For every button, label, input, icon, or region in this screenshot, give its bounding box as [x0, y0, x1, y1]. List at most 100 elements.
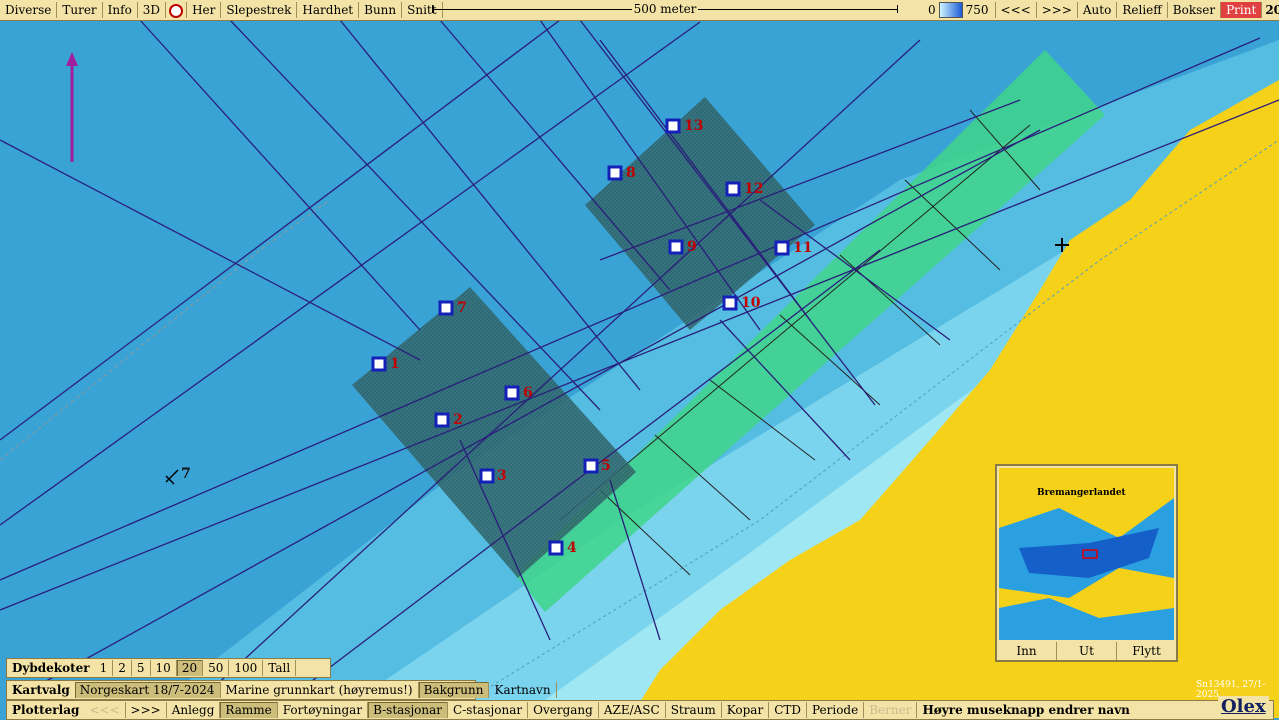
station-2 [434, 412, 450, 428]
auto-button[interactable]: Auto [1078, 2, 1118, 18]
clock: 20:48:08 [1265, 3, 1279, 17]
station-13 [665, 118, 681, 134]
kartvalg-label: Kartvalg [12, 683, 70, 697]
north-arrow-icon [66, 52, 78, 162]
marine-grunnkart-button[interactable]: Marine grunnkart (høyremus!) [221, 682, 419, 698]
station-label: 7 [457, 300, 467, 316]
layer-c-stasjonar[interactable]: C-stasjonar [448, 702, 529, 718]
layer-anlegg[interactable]: Anlegg [167, 702, 221, 718]
cursor-crosshair-icon [1055, 238, 1069, 252]
print-button[interactable]: Print [1221, 2, 1263, 18]
rename-hint: Høyre museknapp endrer navn [922, 703, 1130, 717]
station-label: 8 [626, 165, 636, 181]
depth-min: 0 [928, 3, 936, 17]
minimap-canvas[interactable] [999, 468, 1174, 640]
station-label: 3 [497, 468, 507, 484]
station-12 [725, 181, 741, 197]
layer-fortoyningar[interactable]: Fortøyningar [278, 702, 369, 718]
vessel-tracks [0, 19, 1279, 701]
layer-ctd[interactable]: CTD [769, 702, 807, 718]
overview-minimap[interactable]: Bremangerlandet Inn Ut Flytt [995, 464, 1178, 662]
depth-5-button[interactable]: 5 [132, 660, 151, 676]
layer-periode[interactable]: Periode [807, 702, 865, 718]
tall-button[interactable]: Tall [263, 660, 297, 676]
station-11 [774, 240, 790, 256]
station-label: 4 [567, 540, 577, 556]
bakgrunn-button[interactable]: Bakgrunn [418, 682, 490, 698]
anchor-label: 7 [181, 466, 191, 482]
depth-20-button[interactable]: 20 [176, 660, 204, 676]
dybdekoter-label: Dybdekoter [12, 661, 90, 675]
depth-2-button[interactable]: 2 [113, 660, 132, 676]
3d-button[interactable]: 3D [138, 2, 167, 18]
station-3 [479, 468, 495, 484]
plotterlag-bar: Plotterlag <<< >>> Anlegg Ramme Fortøyni… [6, 700, 1274, 720]
station-label: 11 [793, 240, 813, 256]
scale-label: 500 meter [631, 2, 699, 16]
minimap-place-label: Bremangerlandet [1037, 488, 1126, 498]
olex-logo[interactable]: Olex [1218, 696, 1269, 717]
relieff-button[interactable]: Relieff [1117, 2, 1168, 18]
top-toolbar: Diverse Turer Info 3D Her Slepestrek Har… [0, 0, 1279, 21]
station-label: 13 [684, 118, 704, 134]
compass-icon[interactable] [166, 2, 188, 18]
scale-bar: 500 meter [432, 0, 898, 20]
station-4 [548, 540, 564, 556]
nav-back-button[interactable]: <<< [994, 2, 1037, 18]
kartnavn-button[interactable]: Kartnavn [489, 682, 557, 698]
plotterlag-forward-button[interactable]: >>> [126, 702, 167, 718]
station-label: 5 [601, 458, 611, 474]
station-label: 6 [523, 385, 533, 401]
depth-1-button[interactable]: 1 [95, 660, 114, 676]
green-grid-lines [559, 109, 1041, 576]
move-button[interactable]: Flytt [1132, 644, 1161, 658]
bokser-button[interactable]: Bokser [1168, 2, 1222, 18]
nav-forward-button[interactable]: >>> [1037, 2, 1078, 18]
hardhet-button[interactable]: Hardhet [297, 2, 360, 18]
station-7 [438, 300, 454, 316]
snitt-button[interactable]: Snitt [402, 2, 443, 18]
station-10 [722, 295, 738, 311]
station-label: 2 [453, 412, 463, 428]
station-1 [371, 356, 387, 372]
station-9 [668, 239, 684, 255]
depth-100-button[interactable]: 100 [229, 660, 264, 676]
anchor-icon [165, 469, 179, 485]
zoom-in-button[interactable]: Inn [997, 642, 1057, 660]
her-button[interactable]: Her [187, 2, 222, 18]
serial-credit: Sn13491, 27/1-2025 [1196, 680, 1266, 700]
layer-berner[interactable]: Berner [864, 702, 918, 718]
survey-grid-north [585, 97, 815, 330]
plotterlag-back-button[interactable]: <<< [84, 702, 126, 718]
depth-max: 750 [965, 3, 989, 17]
zoom-out-button[interactable]: Ut [1057, 642, 1117, 660]
station-8 [607, 165, 623, 181]
norgeskart-button[interactable]: Norgeskart 18/7-2024 [74, 682, 221, 698]
station-label: 1 [390, 356, 400, 372]
layer-aze-asc[interactable]: AZE/ASC [599, 702, 666, 718]
station-label: 9 [687, 239, 697, 255]
bunn-button[interactable]: Bunn [359, 2, 403, 18]
layer-straum[interactable]: Straum [666, 702, 722, 718]
info-button[interactable]: Info [103, 2, 138, 18]
planned-area-green [515, 50, 1105, 612]
diverse-button[interactable]: Diverse [0, 2, 58, 18]
minimap-viewport [1082, 549, 1098, 559]
turer-button[interactable]: Turer [57, 2, 103, 18]
layer-ramme[interactable]: Ramme [220, 702, 278, 718]
station-6 [504, 385, 520, 401]
station-label: 12 [744, 181, 764, 197]
station-5 [583, 458, 599, 474]
depth-gradient[interactable] [938, 2, 963, 18]
depth-10-button[interactable]: 10 [151, 660, 177, 676]
slepestrek-button[interactable]: Slepestrek [221, 2, 298, 18]
kartvalg-bar: Kartvalg Norgeskart 18/7-2024 Marine gru… [6, 680, 557, 700]
station-label: 10 [741, 295, 761, 311]
depth-contour [439, 139, 1279, 718]
dybdekoter-bar: Dybdekoter 1 2 5 10 20 50 100 Tall [6, 658, 331, 678]
layer-kopar[interactable]: Kopar [722, 702, 770, 718]
layer-overgang[interactable]: Overgang [528, 702, 599, 718]
layer-b-stasjonar[interactable]: B-stasjonar [368, 702, 449, 718]
station-markers[interactable] [371, 118, 790, 556]
depth-50-button[interactable]: 50 [203, 660, 230, 676]
